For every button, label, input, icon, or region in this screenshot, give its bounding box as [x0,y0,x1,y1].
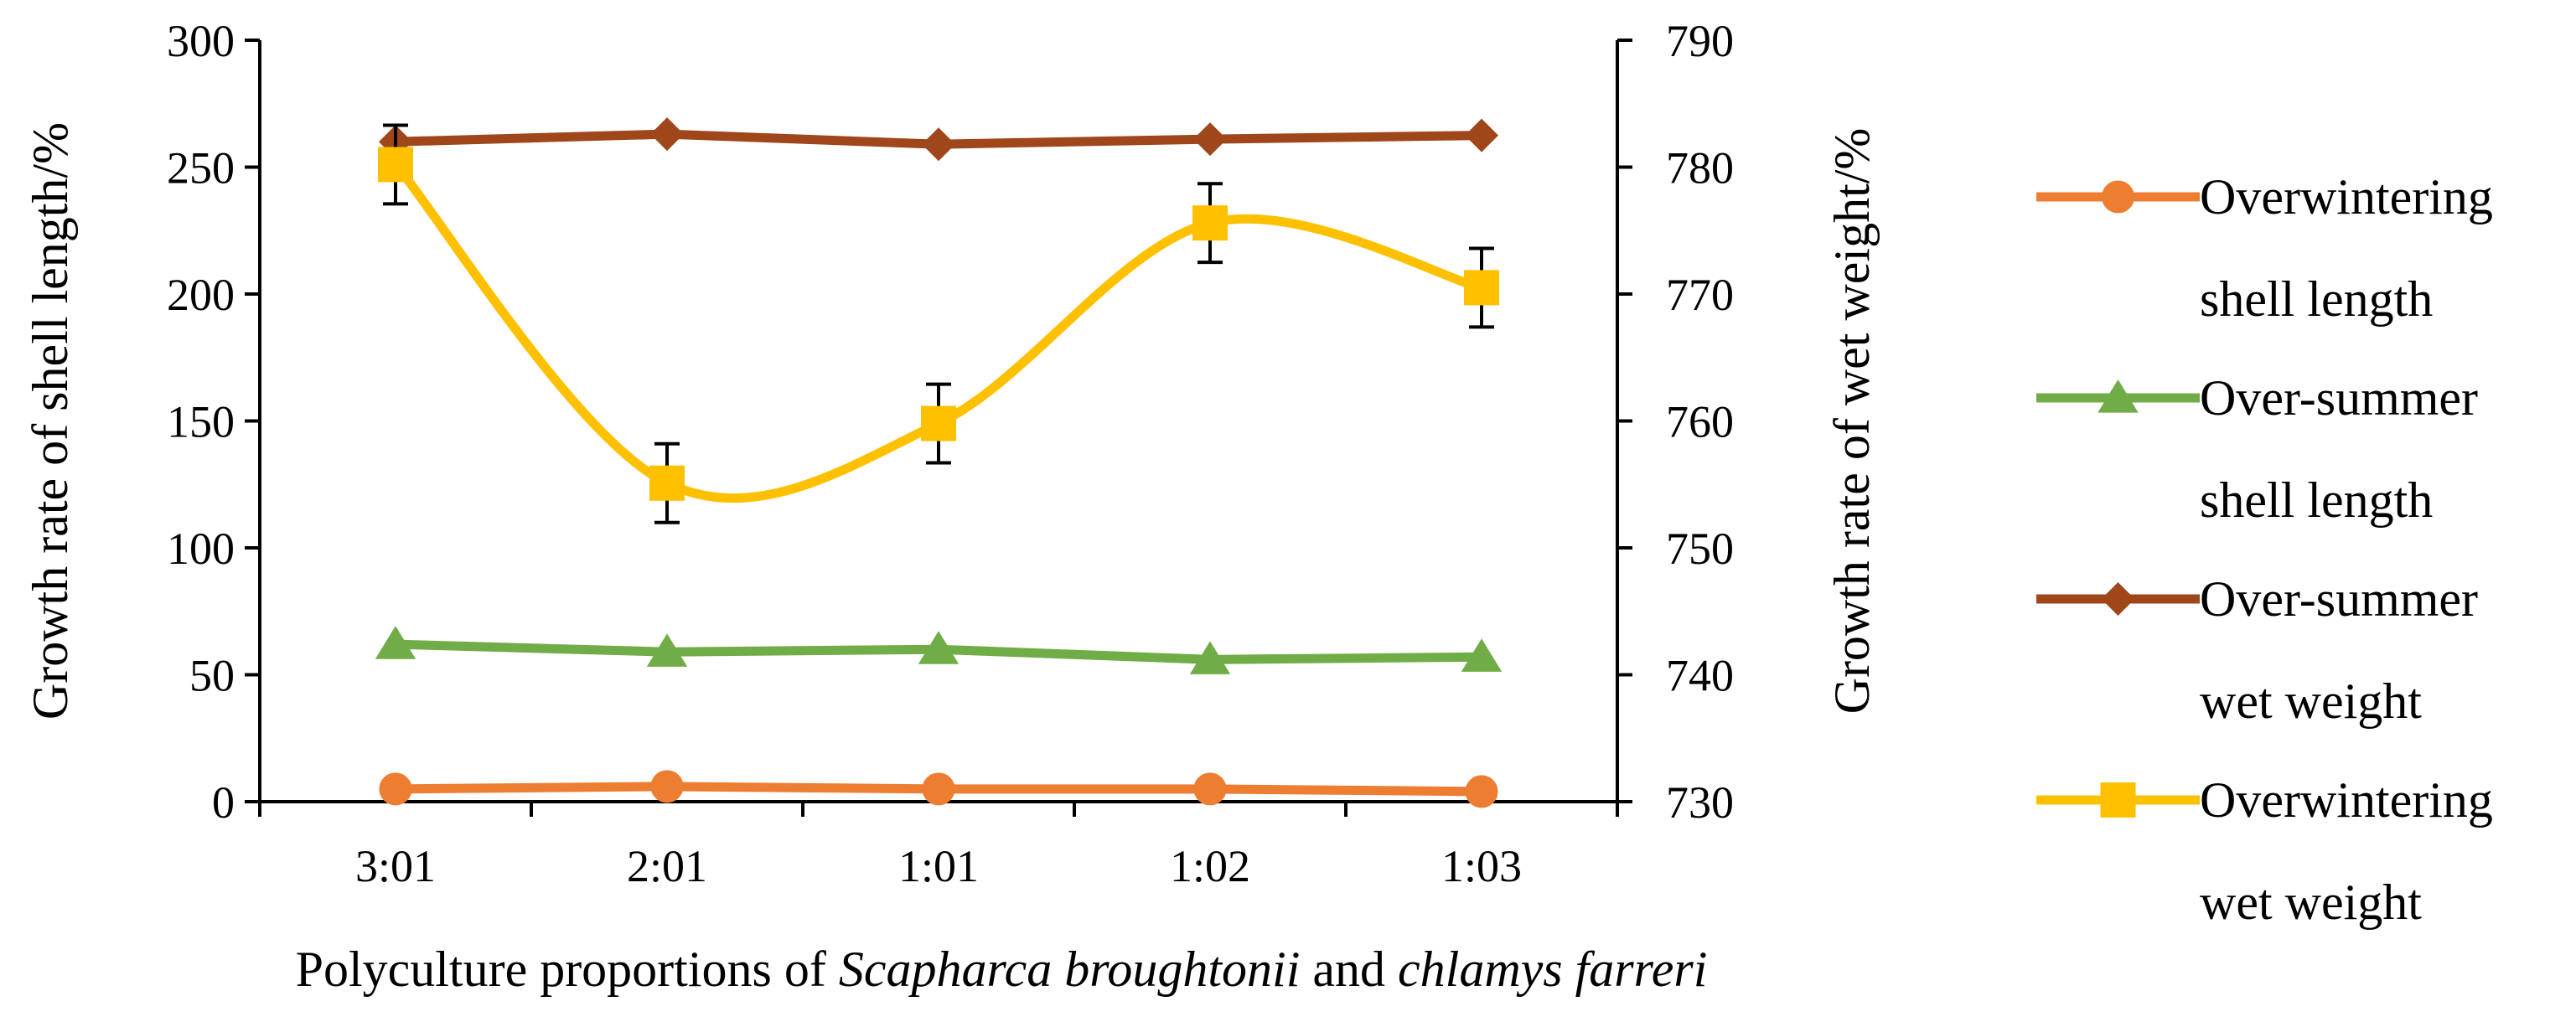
x-tick-label: 1:02 [1170,841,1250,891]
y-right-tick-label: 750 [1666,524,1734,574]
x-axis-title-species2: chlamys farreri [1398,942,1707,997]
y-right-tick-label: 740 [1666,651,1734,701]
data-point [650,770,684,803]
legend-marker [2101,582,2135,616]
data-point [1192,205,1228,241]
legend-item: Overwintering wet weight [2036,772,2493,930]
series-over-summer-shell-length [375,626,1503,674]
legend-label: wet weight [2200,875,2422,930]
y-left-tick-label: 0 [212,777,235,828]
x-tick-label: 2:01 [627,841,707,891]
data-point [1461,638,1503,672]
y-right-tick-label: 790 [1666,16,1734,66]
y-right-tick-label: 730 [1666,777,1734,828]
data-point [375,626,416,659]
axes: 0 50 100 150 200 250 300 730 740 750 760 770 780 790 3… [23,16,1880,997]
legend-label: Over-summer [2200,571,2478,627]
data-point [1465,775,1498,808]
data-point [918,631,960,664]
x-tick-label: 1:03 [1441,841,1522,891]
legend-item: Overwintering shell length [2036,169,2493,327]
legend-label: Over-summer [2200,370,2478,426]
y-left-tick-label: 300 [167,16,235,66]
y-left-tick-label: 50 [189,651,235,701]
y-right-tick-label: 760 [1666,397,1734,447]
x-axis-title-prefix: Polyculture proportions of [296,942,839,997]
series-over-summer-wet-weight [379,117,1498,162]
data-point [1189,641,1231,674]
legend-marker [2102,180,2134,214]
legend-label: Overwintering [2200,772,2493,828]
data-point [649,465,685,501]
x-axis-title: Polyculture proportions of Scapharca bro… [296,942,1708,997]
data-point [379,772,412,806]
y-left-tick-label: 200 [167,270,235,320]
data-point [1464,270,1499,306]
legend-label: Overwintering [2200,169,2493,225]
data-point [646,633,688,667]
data-point [1465,118,1498,152]
y-left-tick-label: 100 [167,524,235,574]
legend-label: shell length [2200,472,2433,528]
y-right-tick-label: 780 [1666,143,1734,194]
x-axis-title-connector: and [1300,942,1398,997]
legend-item: Over-summer wet weight [2036,571,2478,729]
legend: Overwintering shell length Over-summer shel… [2036,169,2493,930]
legend-marker [2098,379,2139,413]
data-point [922,772,955,806]
data-point [1193,122,1227,157]
series-overwintering-shell-length [379,770,1498,808]
y-left-tick-label: 150 [167,397,235,447]
data-point [650,117,684,152]
y-left-tick-label: 250 [167,143,235,194]
y-axis-left-title: Growth rate of shell length/% [23,122,78,720]
y-right-tick-label: 770 [1666,270,1734,320]
y-axis-right-title: Growth rate of wet weight/% [1824,128,1880,715]
legend-marker [2100,782,2136,818]
data-point [378,147,413,183]
x-tick-label: 3:01 [355,841,436,891]
x-axis-title-species1: Scapharca broughtonii [839,942,1301,997]
x-tick-label: 1:01 [898,841,979,891]
series-group [375,117,1503,808]
legend-item: Over-summer shell length [2036,370,2478,528]
data-point [1193,772,1227,806]
legend-label: shell length [2200,271,2433,327]
data-point [921,405,956,441]
legend-label: wet weight [2200,674,2422,729]
series-overwintering-wet-weight [378,123,1499,524]
data-point [922,127,955,162]
